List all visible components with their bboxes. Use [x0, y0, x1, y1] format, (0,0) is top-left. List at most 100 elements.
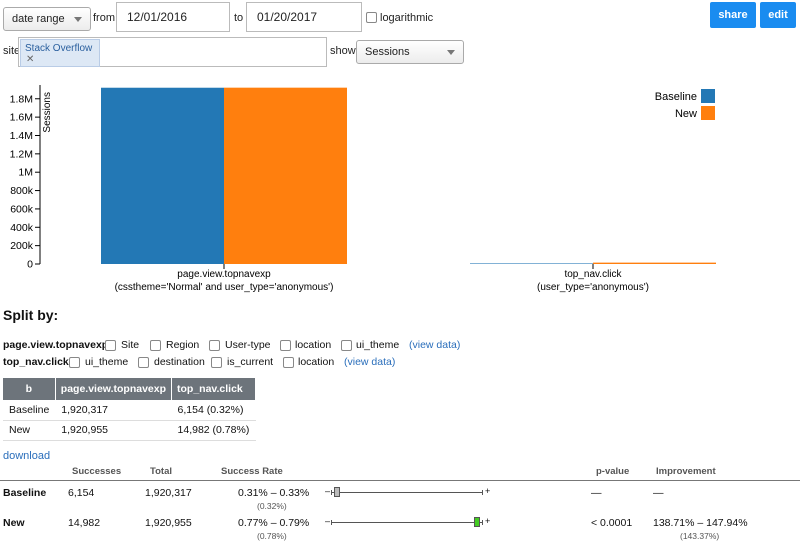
table-row: New 1,920,955 14,982 (0.78%): [3, 420, 256, 441]
remove-tag-icon[interactable]: ✕: [26, 54, 35, 65]
bar-new-0: [224, 87, 347, 264]
split-checkbox-is-current[interactable]: [211, 357, 222, 368]
y-tick-label: 1.6M: [10, 112, 33, 124]
y-tick-label: 0: [27, 259, 33, 271]
summary-header-b: b: [3, 378, 56, 400]
results-row-name-new: New: [3, 517, 25, 529]
ci-plus-label: +: [485, 516, 491, 526]
results-header-successes: Successes: [72, 466, 122, 477]
y-axis-label: Sessions: [42, 92, 53, 133]
logarithmic-checkbox[interactable]: [366, 12, 377, 23]
summary-cell: 6,154 (0.32%): [171, 400, 256, 421]
summary-cell: 1,920,317: [55, 400, 172, 421]
results-rate-new: 0.77% – 0.79%: [238, 517, 310, 529]
range-mode-select[interactable]: date range: [3, 7, 91, 31]
chevron-down-icon: [74, 17, 82, 22]
split-checkbox-site[interactable]: [105, 340, 116, 351]
split-checkbox-ui-theme-2[interactable]: [69, 357, 80, 368]
logarithmic-label: logarithmic: [380, 12, 434, 24]
results-total-baseline: 1,920,317: [145, 487, 192, 499]
results-header-pvalue: p-value: [596, 466, 630, 477]
summary-header-topnavexp: page.view.topnavexp: [55, 378, 173, 400]
split-option-ui-theme-2: ui_theme: [85, 356, 129, 368]
legend-label: New: [675, 108, 697, 120]
x-tick-label: (csstheme='Normal' and user_type='anonym…: [115, 282, 334, 293]
ci-axis-tick: [331, 490, 332, 495]
y-tick-label: 1.2M: [10, 148, 33, 160]
split-option-location-2: location: [298, 356, 335, 368]
show-label: show: [330, 45, 356, 57]
edit-button[interactable]: edit: [760, 2, 796, 28]
results-header-improvement: Improvement: [656, 466, 716, 477]
split-by-title: Split by:: [3, 307, 59, 323]
share-button[interactable]: share: [710, 2, 756, 28]
ci-plus-label: +: [485, 486, 491, 496]
ci-axis-tick: [331, 520, 332, 525]
results-rate-point-baseline: (0.32%): [257, 501, 287, 511]
results-successes-new: 14,982: [68, 517, 101, 529]
split-option-location: location: [295, 339, 332, 351]
split-checkbox-ui-theme[interactable]: [341, 340, 352, 351]
summary-cell: New: [3, 420, 56, 441]
view-data-link-topnav-click[interactable]: (view data): [344, 356, 396, 368]
legend-swatch: [701, 89, 715, 103]
from-date-input[interactable]: 12/01/2016: [116, 2, 230, 32]
view-data-link-topnavexp[interactable]: (view data): [409, 339, 461, 351]
split-row-label-topnavexp: page.view.topnavexp:: [3, 339, 112, 351]
from-label: from: [93, 12, 115, 24]
show-metric-select[interactable]: Sessions: [356, 40, 464, 64]
split-checkbox-location-2[interactable]: [283, 357, 294, 368]
y-tick-label: 600k: [10, 203, 34, 215]
results-pvalue-baseline: —: [591, 487, 602, 499]
x-tick-label: top_nav.click: [564, 269, 622, 280]
y-tick-label: 400k: [10, 222, 34, 234]
x-tick-label: (user_type='anonymous'): [537, 282, 649, 293]
legend-label: Baseline: [655, 91, 697, 103]
ci-minus-label: –: [325, 516, 331, 526]
split-option-user-type: User-type: [225, 339, 271, 351]
split-checkbox-destination[interactable]: [138, 357, 149, 368]
site-label: site: [3, 45, 21, 57]
sessions-bar-chart: 0 200k 400k 600k 800k 1M 1.2M 1.4M 1.6M 1.8M Sessi…: [10, 85, 716, 293]
results-improvement-baseline: —: [653, 487, 664, 499]
split-checkbox-region[interactable]: [150, 340, 161, 351]
site-tag: Stack Overflow ✕: [20, 39, 100, 67]
split-checkbox-user-type[interactable]: [209, 340, 220, 351]
y-tick-label: 800k: [10, 185, 34, 197]
table-row: Baseline 1,920,317 6,154 (0.32%): [3, 400, 256, 421]
split-checkbox-location[interactable]: [280, 340, 291, 351]
results-improvement-point-new: (143.37%): [680, 531, 720, 541]
split-option-destination: destination: [154, 356, 205, 368]
summary-cell: 14,982 (0.78%): [171, 420, 256, 441]
range-mode-value: date range: [12, 13, 65, 25]
summary-cell: Baseline: [3, 400, 56, 421]
results-improvement-new: 138.71% – 147.94%: [653, 517, 748, 529]
summary-header-topnav-click: top_nav.click: [171, 378, 257, 400]
results-successes-baseline: 6,154: [68, 487, 95, 499]
summary-table: b page.view.topnavexp top_nav.click Base…: [3, 378, 257, 441]
to-label: to: [234, 12, 244, 24]
download-link[interactable]: download: [3, 450, 51, 462]
split-row-label-topnav-click: top_nav.click:: [3, 356, 73, 368]
results-header-rate: Success Rate: [221, 466, 283, 477]
chevron-down-icon: [447, 50, 455, 55]
results-divider: [0, 480, 800, 481]
ci-axis: [331, 492, 483, 493]
ci-interval-new: [473, 517, 480, 527]
results-pvalue-new: < 0.0001: [591, 517, 633, 529]
ci-axis-tick: [482, 490, 483, 495]
summary-table-header: b page.view.topnavexp top_nav.click: [3, 378, 257, 400]
results-header-total: Total: [150, 466, 172, 477]
legend-swatch: [701, 106, 715, 120]
x-tick-label: page.view.topnavexp: [177, 269, 271, 280]
bar-new-1: [593, 262, 716, 264]
split-option-site: Site: [121, 339, 140, 351]
show-metric-value: Sessions: [365, 46, 410, 58]
ci-interval-baseline: [334, 487, 341, 497]
to-date-input[interactable]: 01/20/2017: [246, 2, 362, 32]
results-total-new: 1,920,955: [145, 517, 192, 529]
bar-baseline-0: [101, 87, 224, 264]
ci-minus-label: –: [325, 486, 331, 496]
results-rate-point-new: (0.78%): [257, 531, 287, 541]
split-option-region: Region: [166, 339, 200, 351]
